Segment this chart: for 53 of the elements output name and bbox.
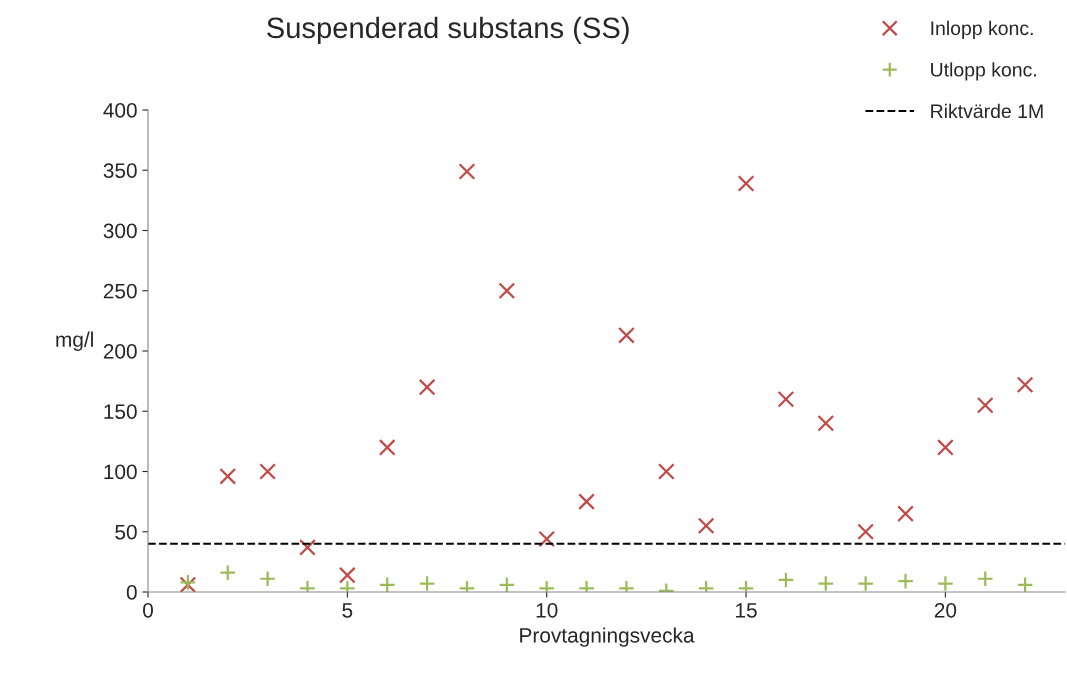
- point: [976, 396, 994, 414]
- point: [378, 439, 396, 456]
- y-tick-label: 350: [103, 163, 137, 178]
- y-tick-label: 150: [104, 404, 137, 419]
- x-tick-label: 5: [342, 603, 353, 618]
- x-tick-label: 20: [934, 602, 957, 618]
- point: [418, 575, 436, 592]
- point: [259, 570, 276, 588]
- point: [299, 539, 316, 556]
- x-tick-label: 0: [143, 602, 153, 618]
- y-tick-label: 200: [103, 344, 137, 359]
- point: [458, 163, 476, 180]
- point: [937, 439, 954, 456]
- x-tick-label: 15: [736, 603, 757, 618]
- point: [618, 326, 635, 344]
- point: [737, 175, 755, 192]
- point: [259, 463, 276, 480]
- point: [219, 564, 237, 582]
- chart-title: Suspenderad substans (SS): [267, 16, 629, 44]
- y-axis-title: mg/l: [56, 331, 93, 351]
- point: [498, 576, 516, 592]
- point: [937, 575, 954, 592]
- y-tick-label: 0: [126, 585, 137, 600]
- point: [338, 566, 356, 584]
- point: [1016, 376, 1034, 394]
- point: [657, 463, 675, 480]
- legend-label: Inlopp konc.: [931, 20, 1033, 39]
- point: [538, 530, 556, 548]
- y-tick-label: 400: [103, 103, 137, 118]
- x-axis-title: Provtagningsvecka: [520, 627, 695, 647]
- legend-label: Riktvärde 1M: [931, 103, 1043, 119]
- point: [697, 517, 715, 535]
- x-tick-label: 10: [536, 602, 558, 618]
- y-tick-label: 250: [103, 283, 137, 299]
- point: [817, 575, 835, 592]
- point: [857, 575, 875, 592]
- point: [498, 282, 516, 300]
- point: [418, 378, 436, 396]
- point: [378, 576, 396, 592]
- legend-label: Utlopp konc.: [931, 62, 1036, 81]
- y-tick-label: 100: [104, 464, 137, 480]
- y-tick-label: 300: [103, 223, 137, 239]
- y-tick-label: 50: [115, 524, 137, 540]
- point: [219, 467, 237, 485]
- point: [777, 571, 795, 589]
- point: [897, 505, 914, 523]
- point: [976, 570, 994, 588]
- point: [857, 523, 875, 541]
- point: [777, 390, 795, 408]
- point: [897, 572, 914, 590]
- point: [817, 414, 835, 432]
- point: [578, 493, 595, 511]
- point: [1016, 576, 1034, 592]
